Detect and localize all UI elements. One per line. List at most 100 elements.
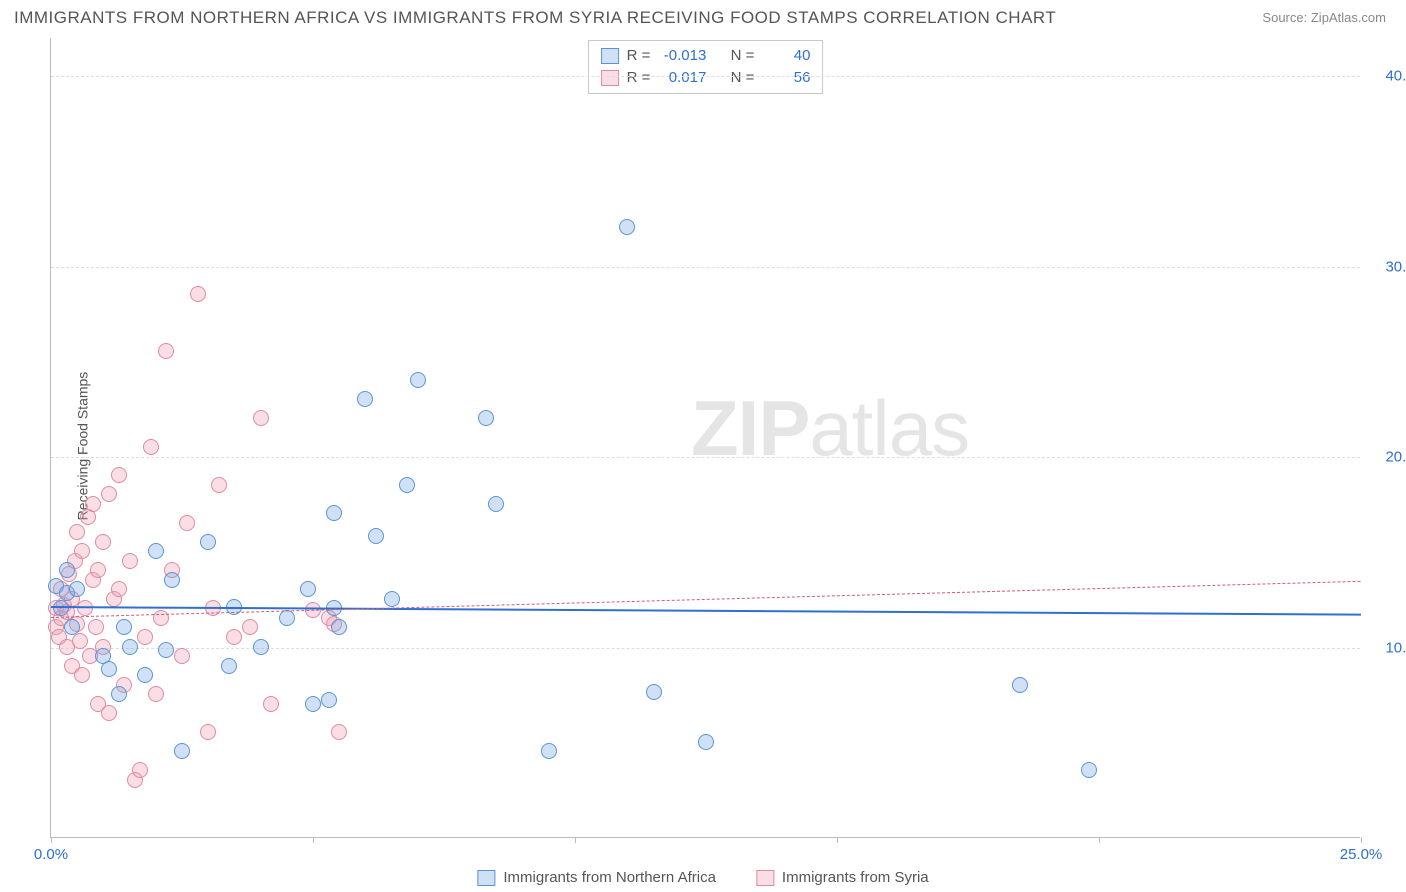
legend-item-1: Immigrants from Northern Africa <box>477 869 716 886</box>
scatter-point <box>122 553 138 569</box>
scatter-point <box>263 696 279 712</box>
scatter-point <box>74 667 90 683</box>
scatter-point <box>148 543 164 559</box>
scatter-point <box>253 639 269 655</box>
r-value-1: -0.013 <box>658 45 706 67</box>
scatter-point <box>179 515 195 531</box>
scatter-point <box>137 629 153 645</box>
y-tick-label: 30.0% <box>1368 258 1406 275</box>
r-label: R = <box>627 67 651 89</box>
scatter-point <box>331 724 347 740</box>
scatter-point <box>101 705 117 721</box>
scatter-point <box>226 629 242 645</box>
y-tick-label: 10.0% <box>1368 639 1406 656</box>
x-tick-label: 0.0% <box>34 846 68 863</box>
scatter-point <box>153 610 169 626</box>
series2-swatch <box>601 70 619 86</box>
x-tick <box>837 837 838 843</box>
scatter-point <box>253 410 269 426</box>
scatter-point <box>64 619 80 635</box>
scatter-point <box>69 581 85 597</box>
scatter-point <box>111 581 127 597</box>
x-tick-label: 25.0% <box>1340 846 1383 863</box>
scatter-point <box>158 642 174 658</box>
scatter-point <box>148 686 164 702</box>
stats-row: R = -0.013 N = 40 <box>601 45 811 67</box>
legend-label-2: Immigrants from Syria <box>782 869 929 886</box>
correlation-stats-box: R = -0.013 N = 40 R = 0.017 N = 56 <box>588 40 824 94</box>
scatter-point <box>541 743 557 759</box>
source-label: Source: <box>1262 10 1307 25</box>
scatter-point <box>101 661 117 677</box>
n-value-2: 56 <box>762 67 810 89</box>
scatter-point <box>69 524 85 540</box>
scatter-point <box>158 343 174 359</box>
n-label: N = <box>731 45 755 67</box>
scatter-point <box>122 639 138 655</box>
watermark: ZIPatlas <box>691 383 969 474</box>
y-tick-label: 20.0% <box>1368 449 1406 466</box>
scatter-point <box>368 528 384 544</box>
n-value-1: 40 <box>762 45 810 67</box>
legend-item-2: Immigrants from Syria <box>756 869 929 886</box>
scatter-point <box>698 734 714 750</box>
scatter-point <box>116 619 132 635</box>
scatter-point <box>478 410 494 426</box>
chart-title: IMMIGRANTS FROM NORTHERN AFRICA VS IMMIG… <box>14 8 1056 28</box>
scatter-point <box>279 610 295 626</box>
legend-label-1: Immigrants from Northern Africa <box>503 869 716 886</box>
scatter-point <box>200 534 216 550</box>
scatter-point <box>1081 762 1097 778</box>
gridline <box>51 457 1360 458</box>
scatter-point <box>619 219 635 235</box>
scatter-point <box>111 686 127 702</box>
scatter-point <box>88 619 104 635</box>
scatter-point <box>321 692 337 708</box>
series2-swatch <box>756 870 774 886</box>
watermark-rest: atlas <box>809 384 969 472</box>
scatter-point <box>221 658 237 674</box>
scatter-point <box>326 505 342 521</box>
x-tick <box>1099 837 1100 843</box>
x-tick <box>313 837 314 843</box>
gridline <box>51 76 1360 77</box>
scatter-point <box>174 743 190 759</box>
scatter-point <box>111 467 127 483</box>
scatter-point <box>200 724 216 740</box>
scatter-point <box>242 619 258 635</box>
stats-row: R = 0.017 N = 56 <box>601 67 811 89</box>
y-tick-label: 40.0% <box>1368 68 1406 85</box>
gridline <box>51 648 1360 649</box>
r-value-2: 0.017 <box>658 67 706 89</box>
scatter-point <box>300 581 316 597</box>
series1-swatch <box>477 870 495 886</box>
scatter-point <box>305 696 321 712</box>
scatter-point <box>53 600 69 616</box>
series1-swatch <box>601 48 619 64</box>
watermark-bold: ZIP <box>691 384 809 472</box>
source-attribution: Source: ZipAtlas.com <box>1262 10 1386 25</box>
scatter-point <box>190 286 206 302</box>
scatter-point <box>174 648 190 664</box>
x-tick <box>1361 837 1362 843</box>
scatter-point <box>74 543 90 559</box>
scatter-point <box>143 439 159 455</box>
gridline <box>51 267 1360 268</box>
r-label: R = <box>627 45 651 67</box>
scatter-point <box>85 496 101 512</box>
x-tick <box>51 837 52 843</box>
scatter-point <box>101 486 117 502</box>
scatter-point <box>410 372 426 388</box>
scatter-point <box>132 762 148 778</box>
source-link[interactable]: ZipAtlas.com <box>1311 10 1386 25</box>
scatter-point <box>357 391 373 407</box>
scatter-point <box>95 534 111 550</box>
scatter-point <box>59 562 75 578</box>
scatter-point <box>72 633 88 649</box>
regression-line <box>51 606 1361 616</box>
scatter-point <box>77 600 93 616</box>
n-label: N = <box>731 67 755 89</box>
scatter-point <box>646 684 662 700</box>
scatter-point <box>384 591 400 607</box>
scatter-point <box>137 667 153 683</box>
